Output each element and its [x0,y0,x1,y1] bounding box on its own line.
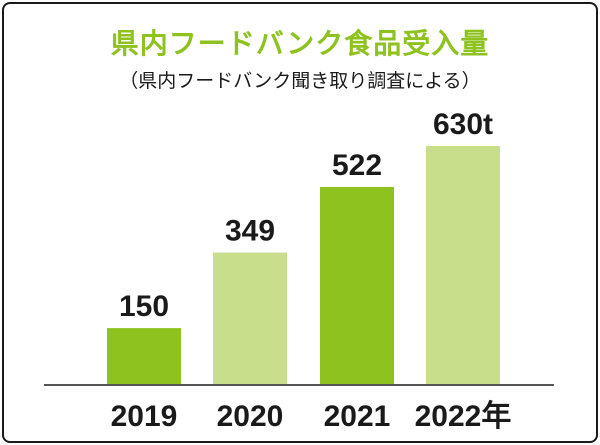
value-label-2020: 349 [225,215,275,248]
bar-2021 [320,186,394,385]
x-tick-2022年: 2022年 [415,400,512,433]
bar-chart: 150 2019 349 2020 522 2021 630t 2022年 [44,108,554,433]
value-label-2021: 522 [332,149,382,182]
value-label-2019: 150 [119,290,169,323]
x-tick-2019: 2019 [111,400,178,433]
chart-title: 県内フードバンク食品受入量 [110,27,490,60]
chart-subtitle: （県内フードバンク聞き取り調査による） [119,70,481,92]
x-tick-2021: 2021 [324,400,391,433]
bar-2020 [213,252,287,385]
value-label-2022年: 630t [433,108,493,141]
bar-2022年 [426,146,500,385]
x-tick-2020: 2020 [217,400,284,433]
bar-2019 [107,328,181,385]
